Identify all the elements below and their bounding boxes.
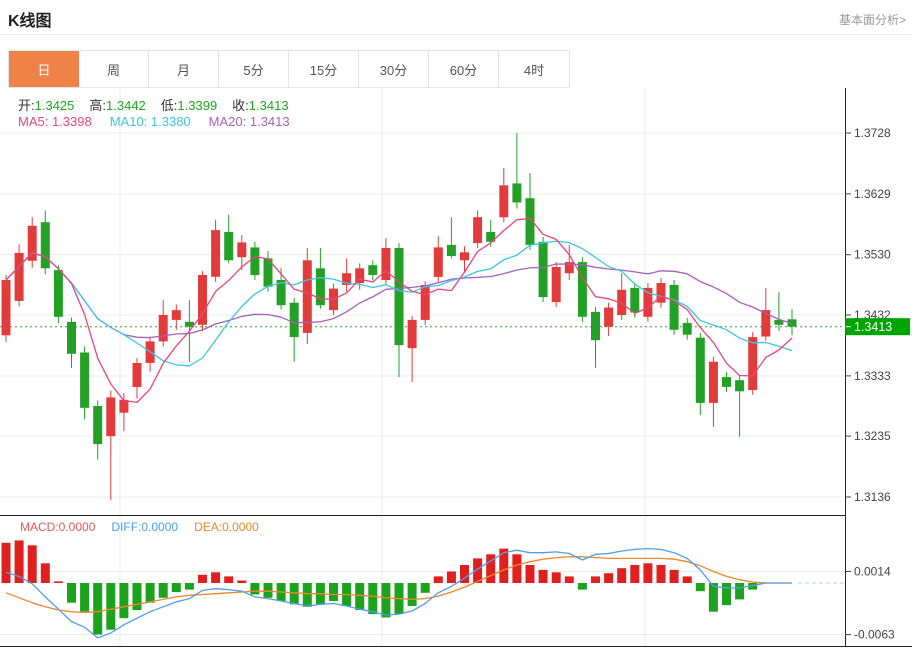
close-label: 收: [232,98,249,113]
svg-text:1.3629: 1.3629 [854,187,891,201]
high-value: 1.3442 [106,98,146,113]
tab-15min[interactable]: 15分 [289,51,359,87]
ohlc-legend: 开:1.3425 高:1.3442 低:1.3399 收:1.3413 [18,95,289,114]
dea-value: DEA:0.0000 [194,520,259,534]
open-value: 1.3425 [34,98,75,113]
tab-30min[interactable]: 30分 [359,51,429,87]
ma10-value: MA10: 1.3380 [109,114,191,129]
page-title: K线图 [8,13,52,30]
close-value: 1.3413 [248,98,289,113]
svg-text:0.0014: 0.0014 [854,565,891,579]
macd-legend: MACD:0.0000 DIFF:0.0000 DEA:0.0000 [20,520,259,534]
svg-text:-0.0063: -0.0063 [854,628,895,642]
open-label: 开: [18,98,35,113]
ma5-value: MA5: 1.3398 [18,114,92,129]
current-price-badge: 1.3413 [845,318,910,336]
tab-weekly[interactable]: 周 [79,51,149,87]
tab-5min[interactable]: 5分 [219,51,289,87]
diff-value: DIFF:0.0000 [111,520,179,534]
close-pair: 收:1.3413 [232,95,288,114]
svg-text:1.3530: 1.3530 [854,248,891,262]
svg-text:1.3235: 1.3235 [854,429,891,443]
open-pair: 开:1.3425 [18,95,74,114]
low-label: 低: [160,98,178,113]
svg-text:1.3136: 1.3136 [854,490,891,504]
high-label: 高: [89,98,107,113]
ma20-value: MA20: 1.3413 [208,114,290,129]
svg-text:1.3413: 1.3413 [854,320,892,334]
tab-daily[interactable]: 日 [9,51,79,87]
tab-4hour[interactable]: 4时 [499,51,569,87]
fundamental-analysis-link[interactable]: 基本面分析> [838,13,906,27]
svg-text:1.3728: 1.3728 [854,126,891,140]
tab-monthly[interactable]: 月 [149,51,219,87]
low-value: 1.3399 [177,98,218,113]
low-pair: 低:1.3399 [161,95,217,114]
title-divider [0,34,912,35]
high-pair: 高:1.3442 [89,95,145,114]
tab-60min[interactable]: 60分 [429,51,499,87]
svg-text:1.3333: 1.3333 [854,369,891,383]
ma-legend: MA5: 1.3398 MA10: 1.3380 MA20: 1.3413 [18,114,290,129]
macd-value: MACD:0.0000 [20,520,96,534]
period-tab-bar: 日 周 月 5分 15分 30分 60分 4时 [8,50,570,88]
